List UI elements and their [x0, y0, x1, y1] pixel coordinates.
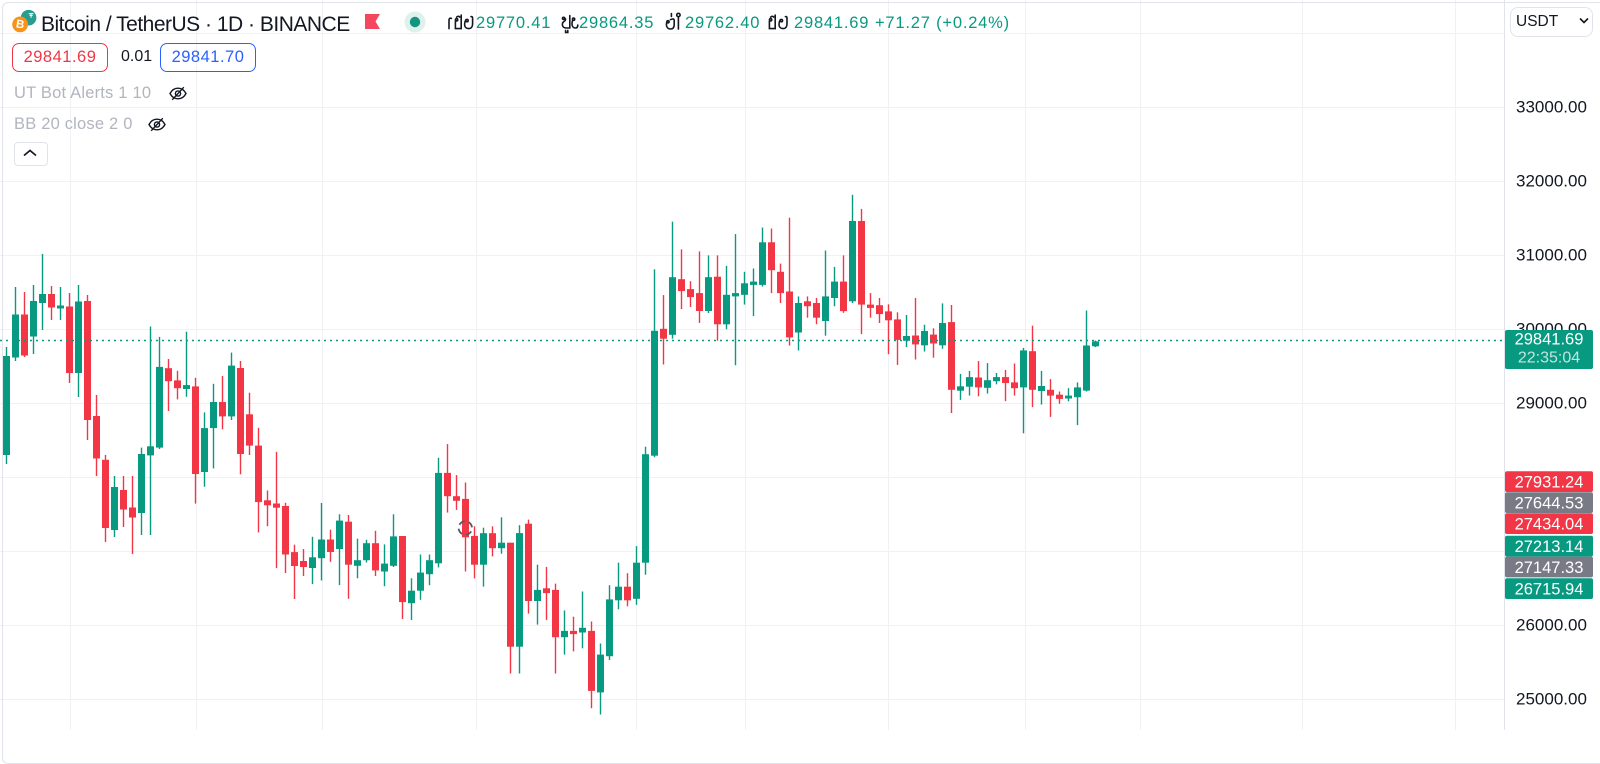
svg-text:27931.24: 27931.24 — [1515, 473, 1584, 491]
svg-text:27147.33: 27147.33 — [1515, 559, 1584, 577]
svg-text:22:35:04: 22:35:04 — [1518, 350, 1580, 367]
svg-text:29841.69: 29841.69 — [1515, 331, 1584, 349]
svg-text:B: B — [15, 18, 25, 31]
svg-text:26000.00: 26000.00 — [1516, 616, 1587, 635]
svg-text:33000.00: 33000.00 — [1516, 98, 1587, 117]
svg-text:27213.14: 27213.14 — [1515, 538, 1584, 556]
svg-text:25000.00: 25000.00 — [1516, 690, 1587, 709]
svg-text:27434.04: 27434.04 — [1515, 515, 1584, 533]
svg-text:31000.00: 31000.00 — [1516, 246, 1587, 265]
svg-text:27644.53: 27644.53 — [1515, 494, 1584, 512]
svg-text:29000.00: 29000.00 — [1516, 394, 1587, 413]
svg-text:32000.00: 32000.00 — [1516, 172, 1587, 191]
svg-text:26715.94: 26715.94 — [1515, 580, 1584, 598]
